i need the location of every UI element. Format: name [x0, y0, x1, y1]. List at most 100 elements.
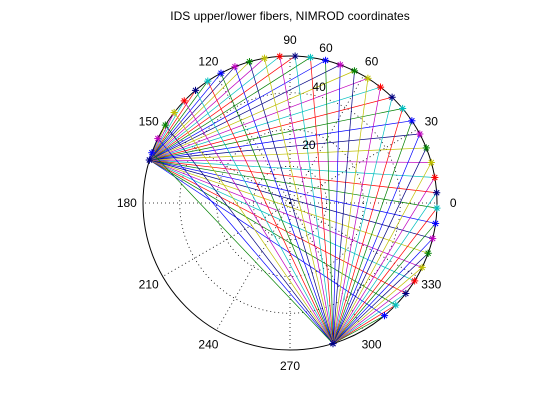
fiber-line-0-0: [149, 159, 385, 316]
fiber-endpoint-marker-28: [217, 69, 225, 77]
fiber-line-1-9: [332, 192, 437, 344]
fiber-line-0-18: [149, 78, 369, 161]
fiber-endpoint-marker-9-stroke-3: [433, 189, 440, 196]
fiber-line-1-32: [173, 112, 334, 344]
polar-spoke-120: [216, 75, 291, 204]
fiber-line-0-30: [149, 90, 196, 161]
fiber-line-1-30: [195, 90, 334, 344]
fiber-endpoint-marker-22-stroke-3: [307, 54, 314, 61]
fiber-endpoint-marker-8-stroke-3: [434, 205, 440, 212]
fiber-endpoint-marker-10-stroke-3: [431, 174, 438, 181]
fiber-line-1-17: [332, 87, 381, 344]
fiber-endpoint-marker-13-stroke-3: [416, 131, 423, 137]
fiber-line-0-32: [149, 112, 175, 161]
fiber-line-1-35: [151, 152, 334, 344]
fiber-line-0-25: [149, 57, 265, 161]
fiber-line-0-13: [149, 133, 420, 161]
fiber-line-1-2: [332, 293, 407, 344]
fiber-endpoint-marker-19-stroke-3: [351, 68, 358, 74]
fiber-line-1-31: [183, 100, 334, 344]
fiber-line-1-28: [220, 73, 334, 344]
fiber-endpoint-marker-23: [291, 52, 299, 60]
fiber-endpoint-marker-6: [429, 234, 437, 243]
theta-tick-label-240: 240: [198, 337, 218, 351]
fiber-endpoint-marker-4: [418, 263, 426, 272]
fiber-endpoint-marker-33-stroke-3: [162, 122, 169, 128]
fiber-endpoint-marker-1-stroke-3: [392, 302, 399, 308]
fiber-line-1-11: [332, 162, 432, 344]
fiber-endpoint-marker-20-stroke-3: [337, 61, 344, 68]
polar-spoke-150: [162, 129, 291, 204]
fiber-endpoint-marker-5: [424, 249, 432, 257]
fiber-line-1-8: [332, 207, 438, 344]
fiber-line-1-12: [332, 147, 427, 344]
fiber-line-1-34: [157, 138, 334, 344]
fiber-endpoint-marker-12-stroke-3: [423, 145, 430, 151]
fiber-endpoint-marker-1: [392, 301, 400, 309]
fiber-endpoint-marker-30-stroke-3: [192, 87, 199, 94]
fiber-endpoint-marker-29: [204, 77, 212, 85]
fiber-line-0-24: [149, 56, 280, 161]
fiber-line-0-11: [149, 159, 432, 163]
fiber-line-1-27: [234, 66, 334, 344]
fiber-line-1-15: [332, 108, 403, 344]
fiber-line-1-25: [264, 58, 334, 344]
theta-tick-label-120: 120: [198, 55, 218, 69]
fiber-line-0-16: [149, 96, 393, 161]
fiber-endpoint-marker-6-stroke-3: [429, 235, 436, 242]
fiber-line-1-10: [332, 177, 436, 344]
fiber-endpoint-marker-26-stroke-3: [246, 58, 253, 65]
fiber-endpoint-marker-14: [408, 117, 416, 125]
polar-spoke-210: [162, 202, 291, 277]
radial-tick-label-40: 40: [312, 80, 326, 94]
fiber-line-0-8: [149, 159, 437, 209]
fiber-line-1-0: [332, 315, 385, 344]
theta-tick-label-270: 270: [280, 359, 300, 373]
polar-spoke-240: [216, 202, 291, 331]
fiber-line-0-15: [149, 108, 403, 161]
polar-spoke-330: [289, 202, 418, 277]
fiber-line-1-13: [332, 133, 421, 344]
fiber-endpoint-marker-31: [180, 97, 188, 105]
fiber-line-0-21: [149, 60, 326, 161]
fiber-endpoint-marker-13: [416, 130, 424, 138]
fiber-endpoint-marker-27-stroke-3: [232, 63, 238, 70]
fiber-line-0-26: [149, 61, 250, 161]
fiber-line-1-21: [325, 60, 334, 344]
fiber-endpoint-marker-18: [364, 74, 372, 82]
fiber-endpoint-marker-0: [380, 312, 389, 320]
fiber-line-1-29: [207, 80, 334, 344]
fiber-line-1-26: [249, 61, 334, 344]
fiber-endpoint-marker-14-stroke-3: [408, 117, 415, 124]
fiber-line-0-5: [149, 159, 429, 254]
radial-tick-label-60: 60: [319, 41, 333, 55]
fiber-line-1-16: [332, 97, 393, 344]
fiber-endpoint-marker-8: [433, 204, 441, 212]
fiber-endpoint-marker-10: [431, 173, 439, 182]
fiber-endpoint-marker-25: [260, 54, 269, 62]
fiber-line-1-6: [332, 238, 433, 344]
fiber-endpoint-marker-23-stroke-3: [292, 53, 299, 59]
fiber-endpoint-marker-34-stroke-3: [155, 135, 161, 142]
fiber-endpoint-marker-28-stroke-3: [218, 70, 224, 77]
fiber-line-1-23: [294, 56, 334, 344]
fiber-line-1-4: [332, 267, 423, 344]
fiber-endpoint-marker-22: [306, 53, 315, 62]
fiber-line-0-4: [149, 159, 423, 268]
theta-tick-label-0: 0: [450, 196, 457, 210]
fiber-endpoint-marker-0-stroke-3: [381, 312, 388, 319]
grid-layer: [142, 55, 438, 351]
fiber-endpoint-marker-2-stroke-3: [402, 290, 409, 297]
marker-layer: [145, 52, 441, 348]
fiber-line-0-7: [149, 159, 436, 224]
theta-tick-label-90: 90: [283, 33, 297, 47]
fiber-endpoint-marker-35-stroke-3: [148, 149, 155, 156]
fiber-endpoint-marker-27: [231, 63, 239, 71]
fiber-endpoint-marker-11: [427, 158, 435, 167]
fiber-endpoint-marker-7-stroke-3: [432, 220, 439, 227]
fiber-endpoint-marker-21-stroke-3: [322, 57, 329, 64]
fiber-endpoint-marker-15-stroke-3: [399, 105, 406, 112]
fiber-endpoint-marker-32-stroke-3: [171, 109, 178, 116]
